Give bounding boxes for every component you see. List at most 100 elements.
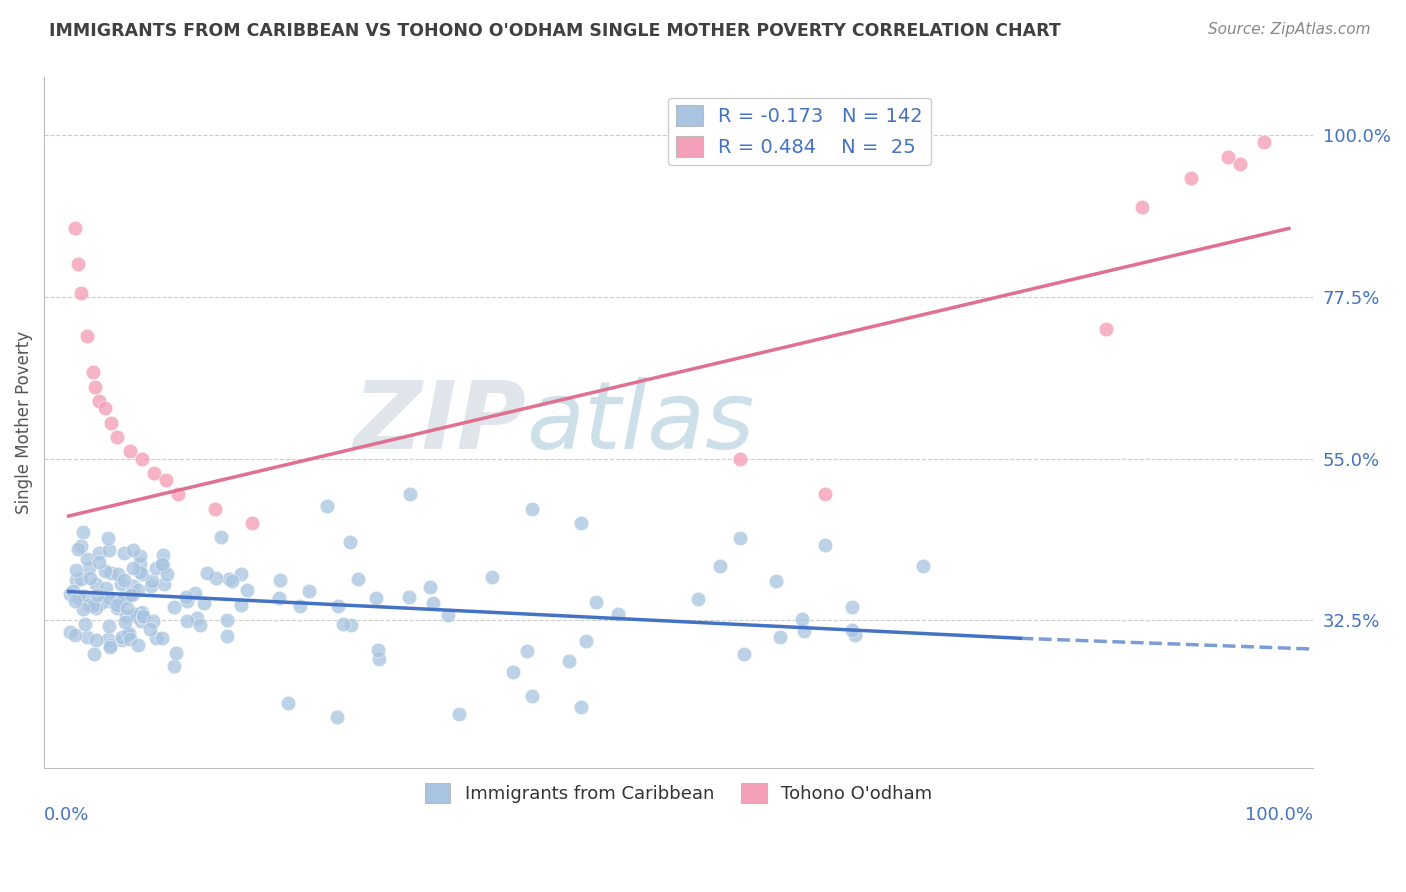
Point <box>97 632 120 646</box>
Point <box>89 546 111 560</box>
Point <box>120 588 142 602</box>
Point <box>585 595 607 609</box>
Point <box>82 365 104 379</box>
Point <box>326 710 349 724</box>
Point <box>218 573 240 587</box>
Point <box>150 558 173 572</box>
Y-axis label: Single Mother Poverty: Single Mother Poverty <box>15 331 32 514</box>
Point <box>118 626 141 640</box>
Point <box>129 607 152 621</box>
Point <box>73 616 96 631</box>
Point <box>127 582 149 597</box>
Point <box>152 548 174 562</box>
Point <box>1132 200 1154 214</box>
Point <box>127 638 149 652</box>
Point <box>328 599 350 613</box>
Point <box>84 576 107 591</box>
Point <box>114 591 136 605</box>
Point <box>229 566 252 581</box>
Point <box>97 618 120 632</box>
Point <box>107 567 129 582</box>
Point <box>204 501 226 516</box>
Point <box>77 561 100 575</box>
Point <box>911 559 934 574</box>
Point <box>422 596 444 610</box>
Point <box>94 564 117 578</box>
Point <box>124 607 146 621</box>
Point <box>115 608 138 623</box>
Point <box>176 614 198 628</box>
Point <box>63 221 86 235</box>
Point <box>87 394 110 409</box>
Point <box>67 257 90 271</box>
Point <box>367 652 389 666</box>
Point <box>502 665 524 679</box>
Point <box>65 573 87 587</box>
Point <box>733 647 755 661</box>
Point <box>437 608 460 623</box>
Point <box>132 610 155 624</box>
Point <box>111 630 134 644</box>
Point <box>142 466 165 480</box>
Text: ZIP: ZIP <box>353 376 526 468</box>
Point <box>65 563 87 577</box>
Point <box>346 573 368 587</box>
Point <box>447 706 470 721</box>
Point <box>686 591 709 606</box>
Point <box>419 580 441 594</box>
Point <box>111 632 134 647</box>
Point <box>139 579 162 593</box>
Point <box>138 622 160 636</box>
Point <box>108 595 131 609</box>
Point <box>82 597 104 611</box>
Point <box>69 286 91 301</box>
Point <box>316 500 339 514</box>
Point <box>122 579 145 593</box>
Point <box>339 618 361 632</box>
Point <box>73 589 96 603</box>
Point <box>163 600 186 615</box>
Legend: Immigrants from Caribbean, Tohono O'odham: Immigrants from Caribbean, Tohono O'odha… <box>418 776 939 811</box>
Point <box>163 658 186 673</box>
Point <box>115 601 138 615</box>
Point <box>765 574 787 588</box>
Point <box>167 487 190 501</box>
Point <box>607 607 630 621</box>
Point <box>129 565 152 579</box>
Point <box>98 640 121 654</box>
Point <box>83 647 105 661</box>
Point <box>59 587 82 601</box>
Point <box>84 600 107 615</box>
Point <box>132 609 155 624</box>
Point <box>84 379 107 393</box>
Point <box>114 615 136 630</box>
Point <box>105 598 128 612</box>
Point <box>793 624 815 638</box>
Point <box>205 571 228 585</box>
Point <box>150 632 173 646</box>
Text: Source: ZipAtlas.com: Source: ZipAtlas.com <box>1208 22 1371 37</box>
Point <box>72 524 94 539</box>
Point <box>122 560 145 574</box>
Point <box>69 572 91 586</box>
Point <box>105 600 128 615</box>
Point <box>269 573 291 587</box>
Point <box>70 540 93 554</box>
Point <box>575 634 598 648</box>
Text: IMMIGRANTS FROM CARIBBEAN VS TOHONO O'ODHAM SINGLE MOTHER POVERTY CORRELATION CH: IMMIGRANTS FROM CARIBBEAN VS TOHONO O'OD… <box>49 22 1062 40</box>
Point <box>184 586 207 600</box>
Point <box>1216 149 1239 163</box>
Point <box>100 416 122 430</box>
Point <box>366 591 388 606</box>
Point <box>63 628 86 642</box>
Point <box>195 566 218 580</box>
Point <box>288 599 311 613</box>
Point <box>89 556 111 570</box>
Point <box>84 598 107 612</box>
Point <box>155 473 177 487</box>
Point <box>790 612 813 626</box>
Point <box>59 624 82 639</box>
Point <box>131 566 153 581</box>
Point <box>86 588 108 602</box>
Point <box>841 599 863 614</box>
